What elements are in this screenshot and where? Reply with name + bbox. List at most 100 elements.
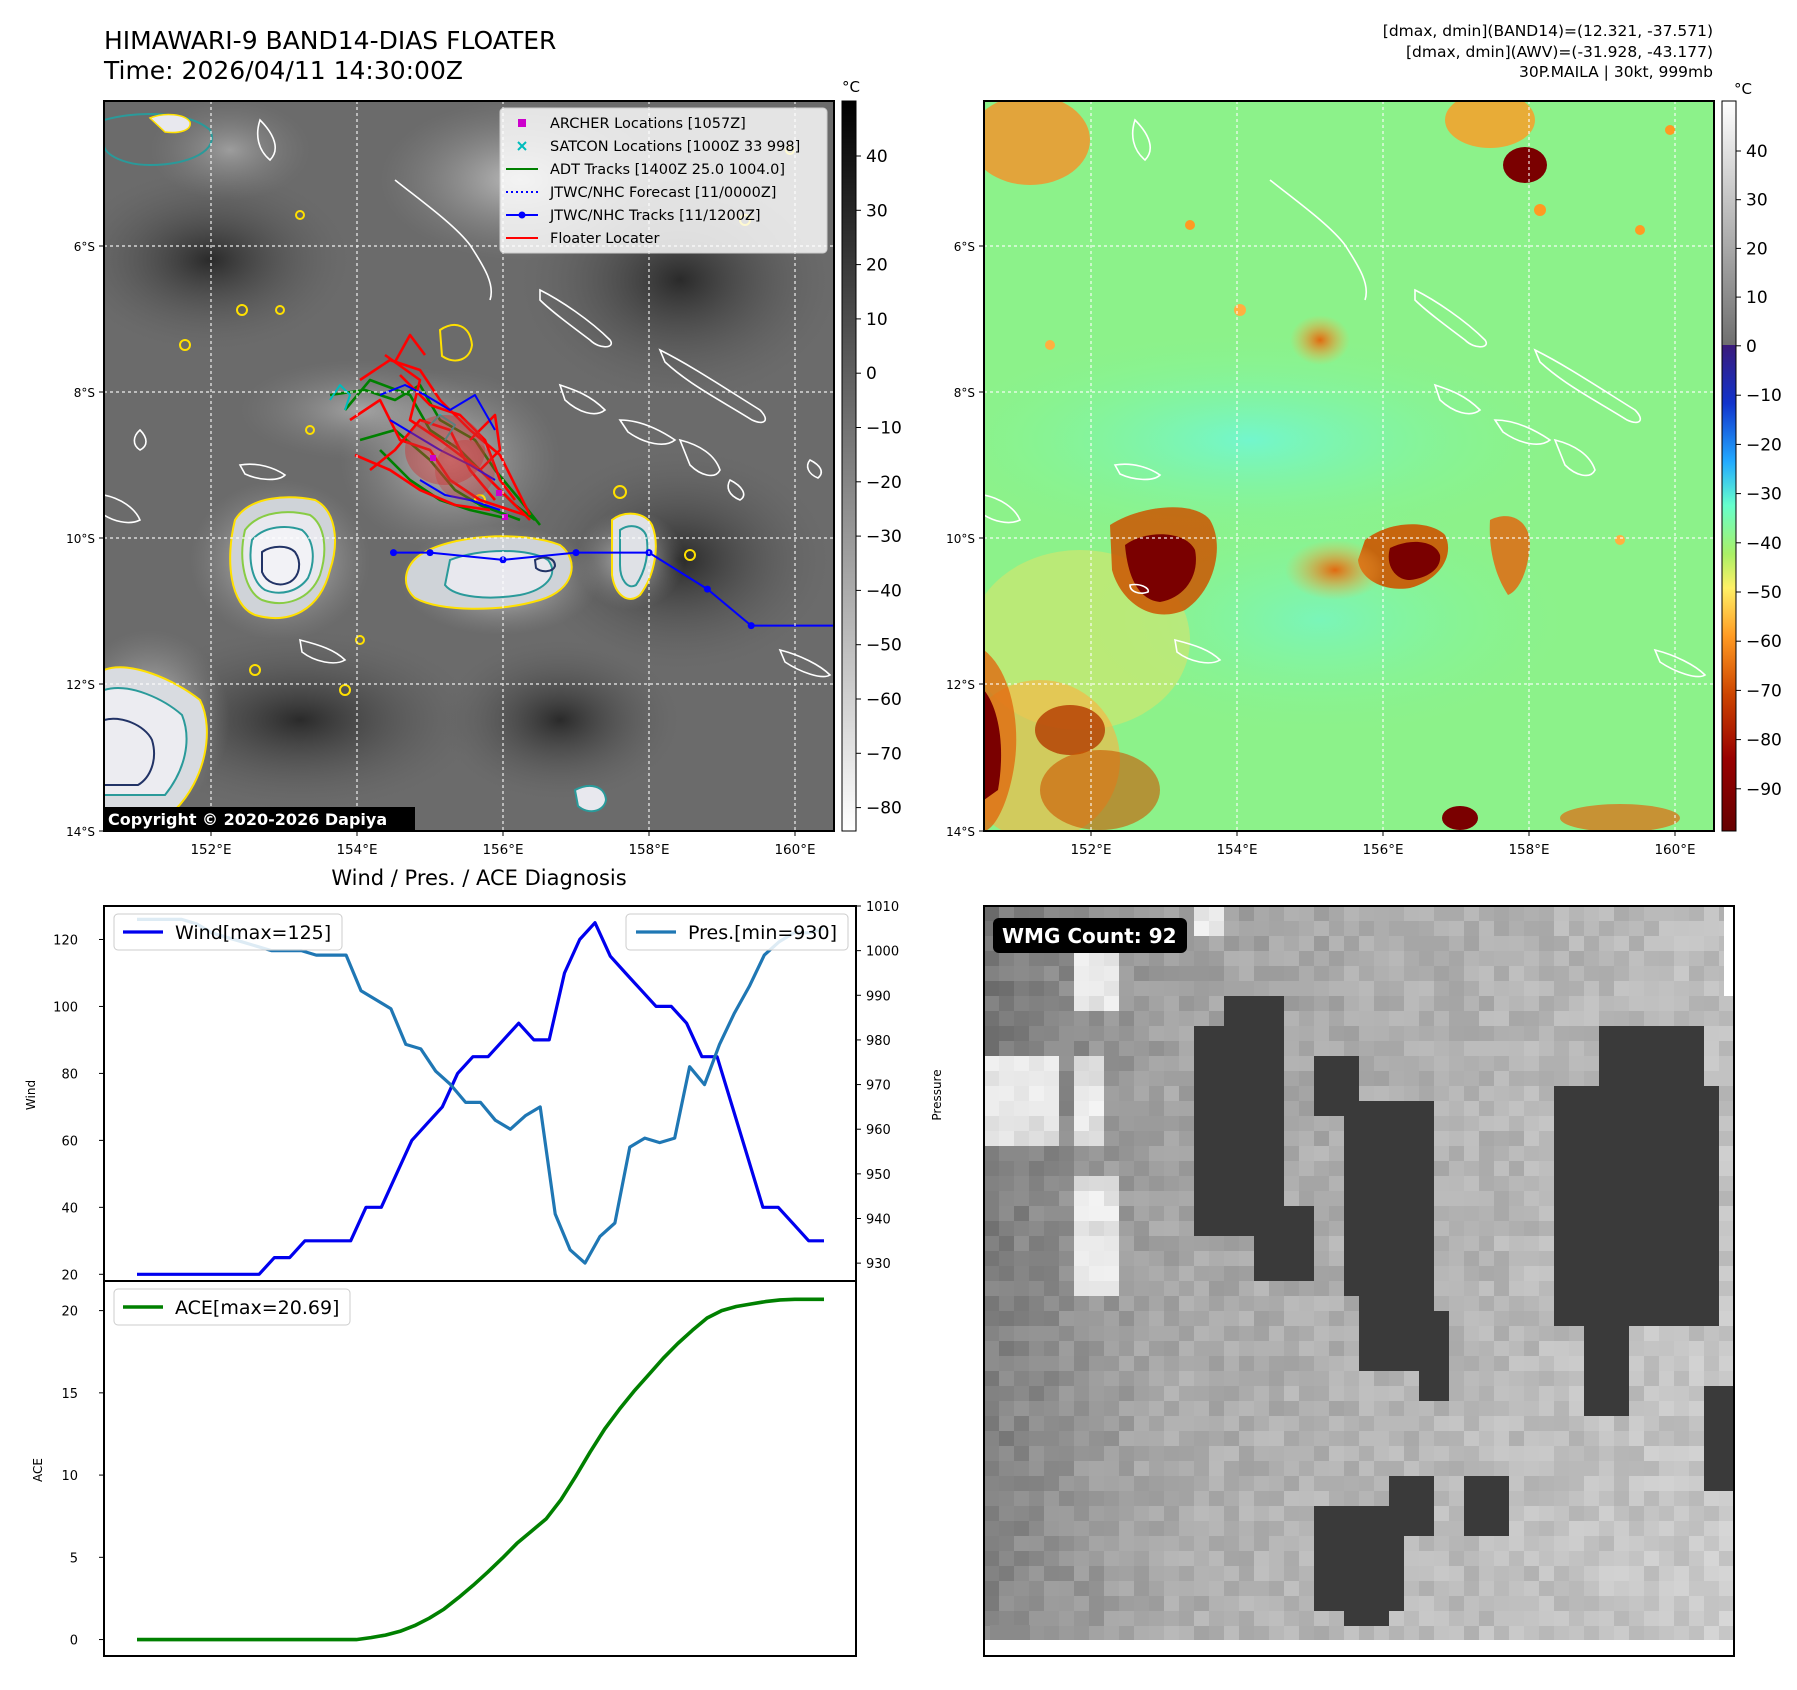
diagnosis-title: Wind / Pres. / ACE Diagnosis xyxy=(331,866,627,890)
right-colorbar-unit: °C xyxy=(1734,80,1752,98)
right-colorbar-tick: 0 xyxy=(1746,337,1757,357)
lon-tick-label: 154°E xyxy=(1216,842,1257,858)
legend-label: JTWC/NHC Forecast [11/0000Z] xyxy=(549,185,776,201)
right-colorbar-tick: −10 xyxy=(1746,386,1782,406)
right-colorbar-tick: −80 xyxy=(1746,731,1782,751)
pressure-legend: Pres.[min=930] xyxy=(625,913,849,951)
right-colorbar-tick: −20 xyxy=(1746,435,1782,455)
right-colorbar-tick: −70 xyxy=(1746,681,1782,701)
left-colorbar-tick: −70 xyxy=(866,744,902,764)
pressure-tick-label: 1010 xyxy=(866,900,899,915)
wind-tick-label: 40 xyxy=(61,1201,78,1216)
right-colorbar-tick: −50 xyxy=(1746,583,1782,603)
lat-tick-label: 8°S xyxy=(74,386,95,400)
ace-tick-label: 20 xyxy=(61,1305,78,1320)
pressure-tick-label: 950 xyxy=(866,1168,891,1183)
legend-label: SATCON Locations [1000Z 33 998] xyxy=(550,139,800,155)
wmg-count-box: WMG Count: 92 xyxy=(993,918,1187,953)
lon-tick-label: 152°E xyxy=(1070,842,1111,858)
lon-tick-label: 158°E xyxy=(1508,842,1549,858)
pressure-axis-label: Pressure xyxy=(930,1069,944,1120)
pressure-tick-label: 1000 xyxy=(866,945,899,960)
left-colorbar-tick: −20 xyxy=(866,473,902,493)
legend-label: ARCHER Locations [1057Z] xyxy=(550,116,746,132)
pressure-axis-ticks: 930 940 950 960 970 980 990 1000 1010 xyxy=(856,900,899,1272)
wind-legend-label: Wind[max=125] xyxy=(175,922,331,944)
wmg-panel: WMG Count: 92 xyxy=(983,905,1735,1657)
wind-axis-label: Wind xyxy=(24,1080,38,1110)
wmg-mosaic xyxy=(984,906,1734,1656)
pressure-tick-label: 980 xyxy=(866,1034,891,1049)
pressure-tick-label: 930 xyxy=(866,1257,891,1272)
jtwc-track-point xyxy=(390,549,397,557)
right-colorbar-tick: −90 xyxy=(1746,780,1782,800)
wind-tick-label: 100 xyxy=(53,1000,78,1015)
pressure-tick-label: 970 xyxy=(866,1079,891,1094)
ace-axis-ticks: 0 5 10 15 20 xyxy=(61,1305,104,1649)
wind-tick-label: 60 xyxy=(61,1134,78,1149)
left-colorbar-tick: −80 xyxy=(866,799,902,819)
jtwc-track-point xyxy=(572,549,580,557)
awv-map xyxy=(983,100,1715,832)
wind-series-line xyxy=(137,921,824,1276)
ace-legend: ACE[max=20.69] xyxy=(113,1288,351,1326)
left-colorbar-unit: °C xyxy=(842,78,860,96)
left-colorbar-tick: 20 xyxy=(866,256,888,276)
ace-axis-label: ACE xyxy=(31,1458,45,1482)
right-colorbar-tick: 10 xyxy=(1746,288,1768,308)
ace-legend-label: ACE[max=20.69] xyxy=(175,1297,339,1319)
wind-tick-label: 80 xyxy=(61,1067,78,1082)
awv-range: [dmax, dmin](AWV)=(-31.928, -43.177) xyxy=(1406,43,1713,61)
lon-tick-label: 156°E xyxy=(1362,842,1403,858)
band14-range: [dmax, dmin](BAND14)=(12.321, -37.571) xyxy=(1382,22,1713,40)
figure-title: HIMAWARI-9 BAND14-DIAS FLOATER xyxy=(104,26,557,55)
legend-label: JTWC/NHC Tracks [11/1200Z] xyxy=(549,208,761,224)
map-axis-labels: 6°S 8°S 10°S 12°S 14°S 152°E 154°E 156°E 158°E 16… xyxy=(66,142,1782,858)
jtwc-track-point xyxy=(747,622,755,630)
left-colorbar: °C xyxy=(841,78,860,832)
copyright-box: Copyright © 2020-2026 Dapiya xyxy=(103,807,415,831)
lon-tick-label: 160°E xyxy=(774,842,815,858)
lon-tick-label: 158°E xyxy=(628,842,669,858)
right-colorbar-tick: −30 xyxy=(1746,485,1782,505)
left-colorbar-tick: 0 xyxy=(866,364,877,384)
ace-tick-label: 5 xyxy=(70,1551,78,1566)
ace-chart: 0 5 10 15 20 ACE ACE[max=20.69] xyxy=(31,1280,857,1657)
left-colorbar-tick: −50 xyxy=(866,636,902,656)
wind-tick-label: 20 xyxy=(61,1268,78,1283)
lat-tick-label: 14°S xyxy=(66,825,95,839)
wind-legend: Wind[max=125] xyxy=(113,913,343,951)
ace-tick-label: 0 xyxy=(70,1634,78,1649)
legend-entry: JTWC/NHC Forecast [11/0000Z] xyxy=(506,185,776,201)
lon-tick-label: 154°E xyxy=(336,842,377,858)
legend-entry: JTWC/NHC Tracks [11/1200Z] xyxy=(506,208,761,224)
right-colorbar-tick: 30 xyxy=(1746,191,1768,211)
lon-tick-label: 156°E xyxy=(482,842,523,858)
lat-tick-label: 6°S xyxy=(74,240,95,254)
lon-tick-label: 160°E xyxy=(1654,842,1695,858)
ace-series-line xyxy=(137,1297,824,1642)
left-colorbar-tick: −10 xyxy=(866,419,902,439)
pressure-tick-label: 960 xyxy=(866,1123,891,1138)
lat-tick-label: 10°S xyxy=(66,532,95,546)
jtwc-track-line xyxy=(393,551,834,627)
left-colorbar-tick: 10 xyxy=(866,310,888,330)
lon-tick-label: 152°E xyxy=(190,842,231,858)
legend-entry: ADT Tracks [1400Z 25.0 1004.0] xyxy=(506,162,785,178)
pressure-tick-label: 990 xyxy=(866,989,891,1004)
legend-entry: ARCHER Locations [1057Z] xyxy=(518,116,746,132)
pressure-tick-label: 940 xyxy=(866,1213,891,1228)
wmg-count-label: WMG Count: 92 xyxy=(1002,924,1177,948)
lat-tick-label: 10°S xyxy=(946,532,975,546)
pressure-legend-label: Pres.[min=930] xyxy=(688,922,837,944)
figure-time: Time: 2026/04/11 14:30:00Z xyxy=(104,56,463,85)
right-colorbar-tick: −60 xyxy=(1746,632,1782,652)
ace-tick-label: 10 xyxy=(61,1469,78,1484)
right-colorbar-tick: 40 xyxy=(1746,142,1768,162)
lat-tick-label: 12°S xyxy=(946,678,975,692)
left-colorbar-tick: 40 xyxy=(866,147,888,167)
lat-tick-label: 12°S xyxy=(66,678,95,692)
ace-tick-label: 15 xyxy=(61,1387,78,1402)
right-colorbar: °C xyxy=(1721,80,1752,832)
lat-tick-label: 8°S xyxy=(954,386,975,400)
